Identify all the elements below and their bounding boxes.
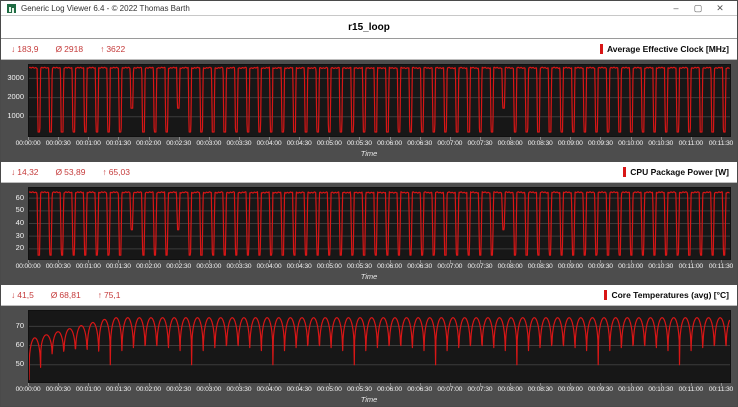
stat-min: ↓ 14,32	[11, 167, 39, 177]
y-axis-labels: 50 60 70	[15, 320, 24, 369]
avg-slashed-o-icon: Ø	[55, 44, 63, 54]
plot-area[interactable]	[28, 187, 731, 260]
x-axis-labels: 00:00:00 00:00:30 00:01:00 00:01:30 00:02:00…	[1, 260, 737, 272]
min-arrow-icon: ↓	[11, 290, 16, 300]
chart-header: ↓ 41,5 Ø 68,81 ↑ 75,1 Core Temperatures (av…	[1, 285, 737, 306]
chart-stats: ↓ 183,9 Ø 2918 ↑ 3622	[11, 44, 125, 54]
chart-panel-clock: ↓ 183,9 Ø 2918 ↑ 3622 Average Effective Clo…	[1, 39, 737, 162]
stat-avg: Ø 2918	[55, 44, 84, 54]
chart-block: 50 60 70 00:00:00 00:00:30 00:01:00 00:01:30 0…	[1, 306, 737, 406]
stat-max: ↑ 75,1	[97, 290, 121, 300]
avg-slashed-o-icon: Ø	[55, 167, 63, 177]
titlebar: Generic Log Viewer 6.4 - © 2022 Thomas B…	[1, 1, 737, 16]
stat-min: ↓ 41,5	[11, 290, 34, 300]
series-color-marker	[604, 290, 608, 300]
avg-slashed-o-icon: Ø	[50, 290, 58, 300]
series-color-marker	[623, 167, 627, 177]
min-arrow-icon: ↓	[11, 44, 16, 54]
chart-title: CPU Package Power [W]	[630, 167, 729, 177]
chart-legend: Average Effective Clock [MHz]	[599, 44, 729, 54]
max-arrow-icon: ↑	[100, 44, 105, 54]
stat-avg: Ø 53,89	[55, 167, 86, 177]
plot-area[interactable]	[28, 64, 731, 137]
x-axis-title: Time	[360, 395, 378, 404]
max-arrow-icon: ↑	[102, 167, 107, 177]
chart-legend: Core Temperatures (avg) [°C]	[604, 290, 729, 300]
chart-header: ↓ 183,9 Ø 2918 ↑ 3622 Average Effective Clo…	[1, 39, 737, 60]
app-icon	[7, 3, 16, 13]
max-arrow-icon: ↑	[97, 290, 102, 300]
stat-min: ↓ 183,9	[11, 44, 39, 54]
chart-title: Core Temperatures (avg) [°C]	[611, 290, 729, 300]
min-arrow-icon: ↓	[11, 167, 16, 177]
y-axis-labels: 1000 2000 3000	[7, 72, 24, 121]
page-title-row: r15_loop	[1, 16, 737, 39]
chart-panel-power: ↓ 14,32 Ø 53,89 ↑ 65,03 CPU Package Power […	[1, 162, 737, 285]
chart-block: 1000 2000 3000 00:00:00 00:00:30 00:01:00 00:…	[1, 60, 737, 162]
stat-max: ↑ 3622	[100, 44, 126, 54]
y-axis-labels: 20 30 40 50 60	[15, 192, 24, 253]
window-title: Generic Log Viewer 6.4 - © 2022 Thomas B…	[21, 3, 190, 13]
maximize-button[interactable]: ▢	[693, 3, 703, 13]
chart-legend: CPU Package Power [W]	[623, 167, 729, 177]
chart-stats: ↓ 14,32 Ø 53,89 ↑ 65,03	[11, 167, 130, 177]
window-controls: – ▢ ✕	[665, 1, 731, 15]
series-color-marker	[599, 44, 603, 54]
chart-block: 20 30 40 50 60 00:00:00 00:00:30 00:01:00 00:01…	[1, 183, 737, 285]
close-button[interactable]: ✕	[716, 3, 724, 13]
stat-max: ↑ 65,03	[102, 167, 130, 177]
x-axis-title: Time	[360, 272, 378, 281]
x-axis-labels: 00:00:00 00:00:30 00:01:00 00:01:30 00:02:00…	[1, 383, 737, 395]
x-axis-title: Time	[360, 149, 378, 158]
minimize-button[interactable]: –	[673, 3, 679, 13]
plot-area[interactable]	[28, 310, 731, 383]
stat-avg: Ø 68,81	[50, 290, 81, 300]
x-axis-labels: 00:00:00 00:00:30 00:01:00 00:01:30 00:02:00…	[1, 137, 737, 149]
chart-title: Average Effective Clock [MHz]	[606, 44, 729, 54]
chart-header: ↓ 14,32 Ø 53,89 ↑ 65,03 CPU Package Power […	[1, 162, 737, 183]
chart-panel-temps: ↓ 41,5 Ø 68,81 ↑ 75,1 Core Temperatures (av…	[1, 285, 737, 406]
page-title: r15_loop	[348, 21, 390, 33]
chart-stats: ↓ 41,5 Ø 68,81 ↑ 75,1	[11, 290, 121, 300]
